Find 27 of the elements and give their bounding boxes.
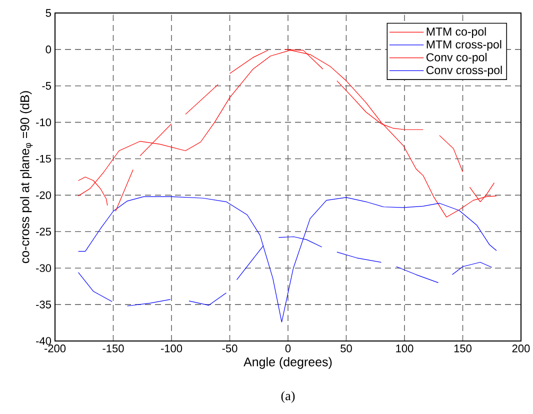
legend-label: Conv co-pol [426, 52, 486, 64]
x-axis-title: Angle (degrees) [244, 357, 332, 369]
y-tick-label: -20 [36, 191, 52, 200]
y-tick-label: 0 [46, 46, 52, 54]
y-tick-label: -5 [42, 82, 51, 90]
y-tick-label: -40 [36, 337, 52, 345]
text: (a) [281, 391, 295, 403]
legend-label: MTM co-pol [426, 27, 486, 38]
x-tick-label: -150 [102, 344, 124, 352]
y-tick-label: 5 [46, 9, 51, 17]
y-tick-label: -15 [36, 154, 51, 163]
x-tick-label: -100 [160, 344, 182, 352]
x-tick-label: 100 [396, 344, 414, 352]
legend-label: MTM cross-pol [426, 40, 502, 51]
y-tick-label: -25 [36, 228, 51, 236]
y-tick-label: -35 [36, 300, 51, 308]
x-tick-label: 50 [340, 344, 352, 352]
x-tick-label: -200 [44, 344, 66, 352]
x-tick-label: -50 [222, 344, 238, 352]
legend-label: Conv cross-pol [426, 66, 502, 76]
x-tick-label: 150 [454, 344, 472, 352]
y-tick-label: -30 [36, 264, 52, 272]
y-tick-label: -10 [36, 118, 52, 126]
x-tick-label: 200 [512, 344, 530, 352]
x-tick-label: 0 [285, 344, 291, 352]
line-series [78, 196, 497, 322]
y-axis-title: co-cross pol at plane$_{φ}$ =90 (dB) [20, 91, 33, 264]
